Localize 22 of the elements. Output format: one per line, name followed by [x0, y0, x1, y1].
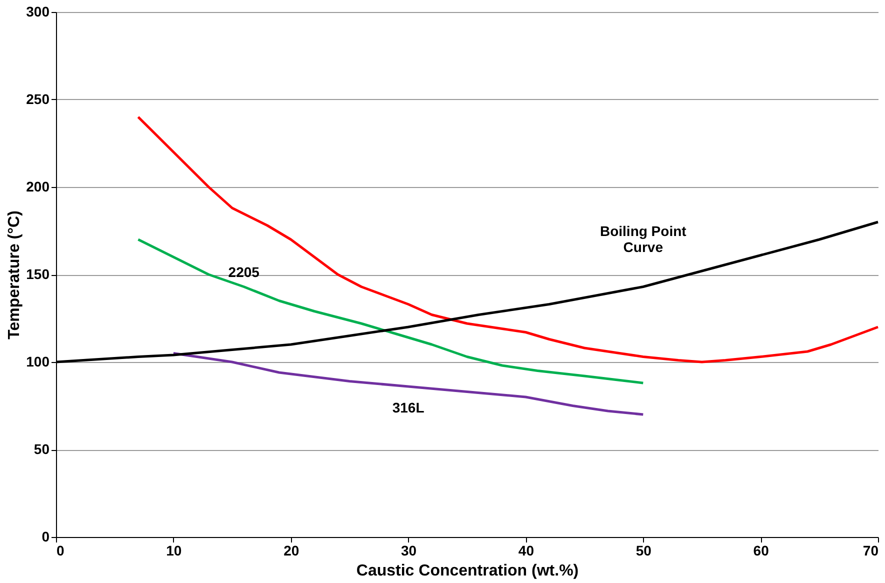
y-tick-label: 150: [26, 266, 50, 282]
x-tick-label: 40: [518, 542, 534, 558]
y-tick-label: 100: [26, 354, 50, 370]
x-axis-title: Caustic Concentration (wt.%): [356, 562, 579, 580]
x-tick-label: 70: [862, 542, 879, 558]
y-tick-label: 250: [26, 91, 50, 107]
y-tick-label: 300: [26, 4, 50, 20]
x-tick-label: 10: [166, 542, 182, 558]
x-tick-label: 30: [400, 542, 417, 558]
x-tick-label: 60: [753, 542, 770, 558]
line-series: [172, 352, 644, 416]
y-tick-label: 0: [42, 528, 50, 544]
y-axis-title: Temperature (°C): [6, 210, 24, 340]
x-tick-label: 20: [284, 542, 300, 558]
series-label: 2205: [228, 264, 260, 280]
y-tick-label: 200: [26, 178, 50, 194]
y-tick-label: 50: [34, 441, 50, 457]
x-tick-label: 0: [56, 542, 64, 558]
series-label: Boiling Point Curve: [600, 222, 687, 255]
x-tick-label: 50: [636, 542, 652, 558]
series-label: 316L: [392, 400, 425, 416]
line-series: [136, 116, 880, 364]
